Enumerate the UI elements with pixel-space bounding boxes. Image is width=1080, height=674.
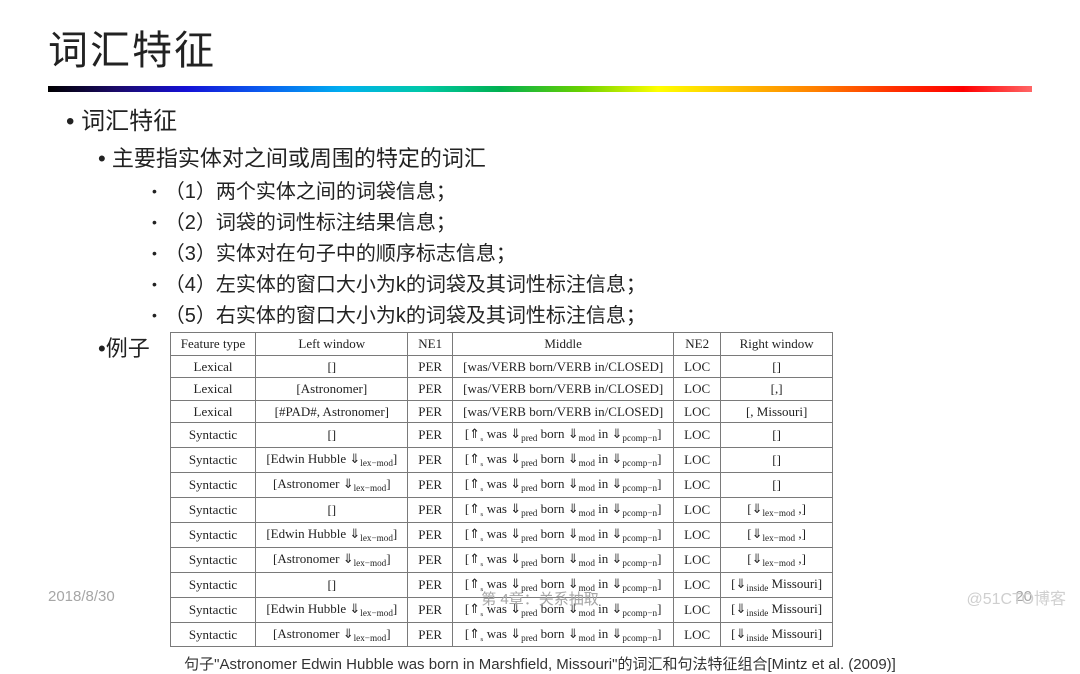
table-cell: [⇑ₛ was ⇓pred born ⇓mod in ⇓pcomp−n] xyxy=(453,447,674,472)
bullet-lvl3: （3）实体对在句子中的顺序标志信息； xyxy=(152,239,1032,270)
table-cell: LOC xyxy=(674,622,721,647)
table-cell: [⇓lex−mod ,] xyxy=(721,547,833,572)
table-cell: Syntactic xyxy=(170,547,256,572)
bullet-lvl3: （1）两个实体之间的词袋信息； xyxy=(152,177,1032,208)
table-cell: LOC xyxy=(674,355,721,378)
table-cell: [] xyxy=(721,447,833,472)
footer: 2018/8/30 第 4章：关系抽取 20 xyxy=(0,588,1080,605)
table-header-cell: NE1 xyxy=(408,333,453,356)
table-cell: PER xyxy=(408,622,453,647)
bullet-lvl3: （4）左实体的窗口大小为k的词袋及其词性标注信息； xyxy=(152,270,1032,301)
table-header-cell: Right window xyxy=(721,333,833,356)
rainbow-divider xyxy=(48,86,1032,92)
table-cell: [Astronomer ⇓lex−mod] xyxy=(256,622,408,647)
table-cell: LOC xyxy=(674,472,721,497)
table-cell: PER xyxy=(408,400,453,423)
table-cell: PER xyxy=(408,547,453,572)
table-cell: PER xyxy=(408,447,453,472)
table-caption: 句子"Astronomer Edwin Hubble was born in M… xyxy=(48,653,1032,674)
table-row: Syntactic[Edwin Hubble ⇓lex−mod]PER[⇑ₛ w… xyxy=(170,447,832,472)
table-cell: [Edwin Hubble ⇓lex−mod] xyxy=(256,447,408,472)
bullet-text: 主要指实体对之间或周围的特定的词汇 xyxy=(112,146,486,171)
bullet-lvl3: （5）右实体的窗口大小为k的词袋及其词性标注信息； xyxy=(152,301,1032,332)
bullet-lvl1: 词汇特征 主要指实体对之间或周围的特定的词汇 （1）两个实体之间的词袋信息；（2… xyxy=(66,104,1032,647)
table-cell: [#PAD#, Astronomer] xyxy=(256,400,408,423)
table-cell: [⇑ₛ was ⇓pred born ⇓mod in ⇓pcomp−n] xyxy=(453,622,674,647)
table-cell: [] xyxy=(721,472,833,497)
table-cell: [Edwin Hubble ⇓lex−mod] xyxy=(256,522,408,547)
table-cell: Syntactic xyxy=(170,447,256,472)
bullet-lvl3: （2）词袋的词性标注结果信息； xyxy=(152,208,1032,239)
table-header-row: Feature typeLeft windowNE1MiddleNE2Right… xyxy=(170,333,832,356)
table-cell: LOC xyxy=(674,378,721,401)
table-cell: [Astronomer ⇓lex−mod] xyxy=(256,472,408,497)
table-cell: LOC xyxy=(674,423,721,448)
table-cell: [⇑ₛ was ⇓pred born ⇓mod in ⇓pcomp−n] xyxy=(453,497,674,522)
table-header-cell: Left window xyxy=(256,333,408,356)
table-cell: LOC xyxy=(674,547,721,572)
table-cell: [] xyxy=(256,497,408,522)
bullet-lvl3-list: （1）两个实体之间的词袋信息；（2）词袋的词性标注结果信息；（3）实体对在句子中… xyxy=(98,177,1032,332)
table-cell: Syntactic xyxy=(170,472,256,497)
footer-date: 2018/8/30 xyxy=(48,588,115,605)
table-row: Syntactic[Edwin Hubble ⇓lex−mod]PER[⇑ₛ w… xyxy=(170,522,832,547)
table-cell: [⇑ₛ was ⇓pred born ⇓mod in ⇓pcomp−n] xyxy=(453,472,674,497)
table-header-cell: NE2 xyxy=(674,333,721,356)
table-cell: Syntactic xyxy=(170,423,256,448)
table-row: Syntactic[]PER[⇑ₛ was ⇓pred born ⇓mod in… xyxy=(170,423,832,448)
table-cell: Lexical xyxy=(170,355,256,378)
table-row: Lexical[Astronomer]PER[was/VERB born/VER… xyxy=(170,378,832,401)
bullet-text: 词汇特征 xyxy=(81,108,177,135)
table-row: Lexical[]PER[was/VERB born/VERB in/CLOSE… xyxy=(170,355,832,378)
table-cell: PER xyxy=(408,378,453,401)
table-cell: Syntactic xyxy=(170,522,256,547)
footer-chapter: 第 4章：关系抽取 xyxy=(481,588,599,609)
table-header-cell: Feature type xyxy=(170,333,256,356)
table-cell: PER xyxy=(408,522,453,547)
table-cell: [] xyxy=(256,355,408,378)
table-cell: LOC xyxy=(674,447,721,472)
bullet-list: 词汇特征 主要指实体对之间或周围的特定的词汇 （1）两个实体之间的词袋信息；（2… xyxy=(48,104,1032,647)
table-cell: [⇑ₛ was ⇓pred born ⇓mod in ⇓pcomp−n] xyxy=(453,522,674,547)
table-cell: [was/VERB born/VERB in/CLOSED] xyxy=(453,378,674,401)
table-cell: [⇑ₛ was ⇓pred born ⇓mod in ⇓pcomp−n] xyxy=(453,423,674,448)
table-cell: Syntactic xyxy=(170,622,256,647)
table-cell: [⇓inside Missouri] xyxy=(721,622,833,647)
table-cell: [⇓lex−mod ,] xyxy=(721,497,833,522)
table-header-cell: Middle xyxy=(453,333,674,356)
table-cell: LOC xyxy=(674,522,721,547)
table-cell: PER xyxy=(408,497,453,522)
table-cell: [,] xyxy=(721,378,833,401)
table-cell: [⇓lex−mod ,] xyxy=(721,522,833,547)
example-label: 例子 xyxy=(106,332,150,365)
table-row: Syntactic[Astronomer ⇓lex−mod]PER[⇑ₛ was… xyxy=(170,622,832,647)
table-cell: Lexical xyxy=(170,400,256,423)
table-cell: LOC xyxy=(674,400,721,423)
table-cell: [⇑ₛ was ⇓pred born ⇓mod in ⇓pcomp−n] xyxy=(453,547,674,572)
bullet-lvl2: 主要指实体对之间或周围的特定的词汇 （1）两个实体之间的词袋信息；（2）词袋的词… xyxy=(98,142,1032,332)
table-cell: PER xyxy=(408,472,453,497)
table-cell: [was/VERB born/VERB in/CLOSED] xyxy=(453,400,674,423)
table-cell: PER xyxy=(408,355,453,378)
table-cell: [] xyxy=(721,355,833,378)
table-cell: LOC xyxy=(674,497,721,522)
table-cell: [Astronomer] xyxy=(256,378,408,401)
table-cell: [, Missouri] xyxy=(721,400,833,423)
table-cell: Syntactic xyxy=(170,497,256,522)
table-row: Lexical[#PAD#, Astronomer]PER[was/VERB b… xyxy=(170,400,832,423)
table-cell: Lexical xyxy=(170,378,256,401)
table-row: Syntactic[]PER[⇑ₛ was ⇓pred born ⇓mod in… xyxy=(170,497,832,522)
table-row: Syntactic[Astronomer ⇓lex−mod]PER[⇑ₛ was… xyxy=(170,547,832,572)
slide-title: 词汇特征 xyxy=(48,18,1032,76)
table-cell: [was/VERB born/VERB in/CLOSED] xyxy=(453,355,674,378)
table-cell: [] xyxy=(256,423,408,448)
table-cell: PER xyxy=(408,423,453,448)
table-cell: [Astronomer ⇓lex−mod] xyxy=(256,547,408,572)
table-cell: [] xyxy=(721,423,833,448)
slide: 词汇特征 词汇特征 主要指实体对之间或周围的特定的词汇 （1）两个实体之间的词袋… xyxy=(0,0,1080,619)
watermark: @51CTO博客 xyxy=(966,585,1066,609)
table-row: Syntactic[Astronomer ⇓lex−mod]PER[⇑ₛ was… xyxy=(170,472,832,497)
